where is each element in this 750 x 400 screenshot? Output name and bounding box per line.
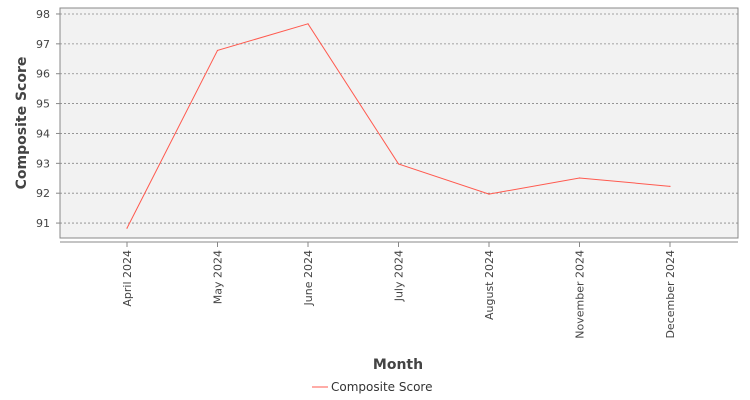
y-axis-title: Composite Score <box>14 57 30 190</box>
x-tick-label: August 2024 <box>483 250 496 320</box>
y-tick-label: 95 <box>36 98 50 111</box>
y-tick-label: 96 <box>36 68 50 81</box>
legend-label: Composite Score <box>331 380 432 394</box>
x-axis-title: Month <box>373 357 423 373</box>
data-point <box>397 163 400 165</box>
legend: Composite Score <box>312 380 432 394</box>
series <box>126 23 671 229</box>
x-tick-labels: April 2024 May 2024 June 2024 July 2024 Augu… <box>121 242 677 339</box>
y-tick-label: 91 <box>36 217 50 230</box>
x-tick-label: April 2024 <box>121 250 134 307</box>
data-point <box>307 23 309 25</box>
data-point <box>126 227 128 229</box>
x-tick-label: December 2024 <box>664 250 677 339</box>
x-tick-label: May 2024 <box>212 250 225 304</box>
data-point <box>216 49 219 52</box>
y-tick-label: 92 <box>36 187 50 200</box>
gridlines <box>60 13 738 224</box>
plot-area <box>59 7 739 239</box>
data-point <box>488 193 490 195</box>
data-point <box>669 185 671 187</box>
x-tick-label: June 2024 <box>302 250 315 306</box>
y-tick-label: 94 <box>36 127 50 140</box>
y-tick-labels: 91 92 93 94 95 96 97 98 <box>36 8 60 230</box>
y-tick-label: 98 <box>36 8 50 21</box>
x-tick-label: November 2024 <box>574 250 587 339</box>
y-tick-label: 97 <box>36 38 50 51</box>
data-point <box>578 177 581 179</box>
y-tick-label: 93 <box>36 157 50 170</box>
x-tick-label: July 2024 <box>393 250 406 302</box>
